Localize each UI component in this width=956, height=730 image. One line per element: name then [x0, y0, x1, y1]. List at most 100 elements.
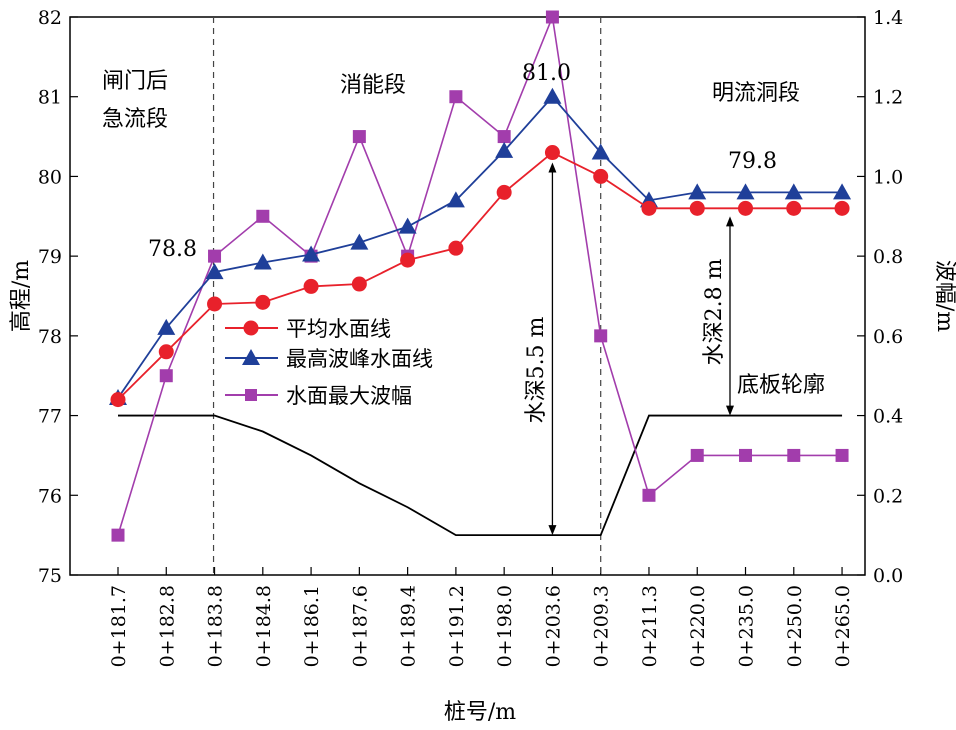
- data-point-peak: [350, 233, 369, 250]
- data-point-amp: [111, 528, 125, 542]
- data-point-mean: [786, 200, 802, 216]
- right-tick-label: 1.4: [873, 7, 903, 29]
- data-point-amp: [159, 369, 173, 383]
- data-point-peak: [302, 245, 321, 262]
- section-label-gate-1: 闸门后: [102, 69, 168, 94]
- data-point-amp: [787, 448, 801, 462]
- data-point-mean: [158, 344, 174, 360]
- data-point-mean: [738, 200, 754, 216]
- depth-arrow-2-head-bottom: [726, 405, 734, 416]
- annotation-depth-1: 水深5.5 m: [524, 316, 549, 423]
- data-point-peak: [736, 183, 755, 200]
- right-tick-label: 1.0: [873, 166, 903, 188]
- data-point-amp: [208, 249, 222, 263]
- series-line-amp: [117, 13, 843, 536]
- data-point-mean: [834, 200, 850, 216]
- x-tick-label: 0+220.0: [687, 585, 709, 667]
- x-tick-label: 0+250.0: [784, 585, 806, 667]
- data-point-amp: [690, 448, 704, 462]
- annotation-78-8: 78.8: [148, 237, 197, 262]
- x-tick-label: 0+181.7: [108, 585, 130, 667]
- x-tick-label: 0+203.6: [542, 585, 564, 667]
- y-right-label: 波幅/m: [932, 260, 956, 332]
- data-point-mean: [496, 184, 512, 200]
- left-tick-label: 81: [38, 87, 62, 109]
- data-point-amp: [352, 130, 366, 144]
- left-tick-label: 82: [38, 7, 62, 29]
- data-point-peak: [253, 253, 272, 270]
- data-point-amp: [545, 10, 559, 24]
- data-point-mean: [255, 294, 271, 310]
- x-axis: 0+181.7 0+182.8 0+183.8 0+184.8 0+186.1 0+187…: [108, 567, 854, 667]
- legend-label-mean: 平均水面线: [286, 317, 391, 341]
- plot-frame: [69, 16, 866, 576]
- series-line-mean: [117, 151, 843, 401]
- left-tick-label: 75: [38, 565, 62, 587]
- data-point-mean: [110, 392, 126, 408]
- right-tick-label: 0.4: [873, 406, 903, 428]
- data-point-amp: [256, 209, 270, 223]
- data-point-mean: [207, 296, 223, 312]
- data-point-amp: [835, 448, 849, 462]
- left-tick-label: 78: [38, 326, 62, 348]
- data-point-amp: [739, 448, 753, 462]
- data-point-mean: [689, 200, 705, 216]
- data-point-mean: [303, 278, 319, 294]
- data-point-mean: [400, 252, 416, 268]
- data-point-peak: [591, 143, 610, 160]
- section-label-energy: 消能段: [340, 73, 406, 98]
- x-axis-label: 桩号/m: [444, 700, 516, 725]
- x-tick-label: 0+189.4: [398, 585, 420, 667]
- left-tick-label: 79: [38, 246, 62, 268]
- depth-arrows: [548, 162, 734, 536]
- data-point-peak: [205, 263, 224, 280]
- data-point-peak: [784, 183, 803, 200]
- data-point-mean: [351, 276, 367, 292]
- series-line-peak: [117, 95, 843, 399]
- annotation-79-8: 79.8: [728, 149, 777, 174]
- legend-label-peak: 最高波峰水面线: [286, 347, 433, 371]
- data-point-peak: [833, 183, 852, 200]
- legend: 平均水面线 最高波峰水面线 水面最大波幅: [225, 317, 433, 408]
- section-label-gate-2: 急流段: [102, 107, 168, 132]
- data-point-mean: [593, 168, 609, 184]
- data-point-amp: [594, 329, 608, 343]
- x-tick-label: 0+198.0: [494, 585, 516, 667]
- series-layer: [109, 10, 852, 542]
- annotation-81-0: 81.0: [522, 61, 571, 86]
- depth-arrow-1-head-bottom: [548, 525, 557, 536]
- annotation-floor: 底板轮廓: [737, 373, 825, 398]
- data-point-peak: [446, 191, 465, 208]
- data-point-peak: [398, 217, 417, 234]
- x-tick-label: 0+235.0: [736, 585, 758, 667]
- data-point-peak: [688, 183, 707, 200]
- x-tick-label: 0+209.3: [591, 585, 613, 667]
- left-axis: 75 76 77 78 79 80 81 82: [38, 7, 78, 587]
- right-tick-label: 0.8: [873, 246, 903, 268]
- x-tick-label: 0+187.6: [349, 585, 371, 667]
- floor-profile: [118, 414, 843, 537]
- left-tick-label: 76: [38, 485, 62, 507]
- data-point-mean: [448, 240, 464, 256]
- legend-marker-amp: [245, 389, 257, 401]
- data-point-mean: [544, 145, 560, 161]
- floor-profile-line: [118, 414, 843, 537]
- x-tick-label: 0+265.0: [832, 585, 854, 667]
- legend-marker-mean: [243, 320, 259, 336]
- right-axis: 0.0 0.2 0.4 0.6 0.8 1.0 1.2 1.4: [857, 7, 903, 587]
- left-tick-label: 77: [38, 406, 62, 428]
- data-point-peak: [543, 87, 562, 104]
- x-tick-label: 0+186.1: [301, 585, 323, 667]
- section-dividers: [212, 17, 602, 575]
- legend-label-amp: 水面最大波幅: [286, 384, 412, 408]
- data-point-amp: [497, 130, 511, 144]
- x-tick-label: 0+211.3: [639, 585, 661, 667]
- data-point-mean: [641, 200, 657, 216]
- plot-border: [69, 16, 866, 576]
- legend-marker-peak: [242, 349, 260, 365]
- depth-arrow-2-head-top: [726, 216, 734, 227]
- y-left-label: 高程/m: [9, 260, 34, 332]
- right-tick-label: 0.6: [873, 326, 903, 348]
- data-point-peak: [495, 141, 514, 158]
- data-point-peak: [157, 318, 176, 335]
